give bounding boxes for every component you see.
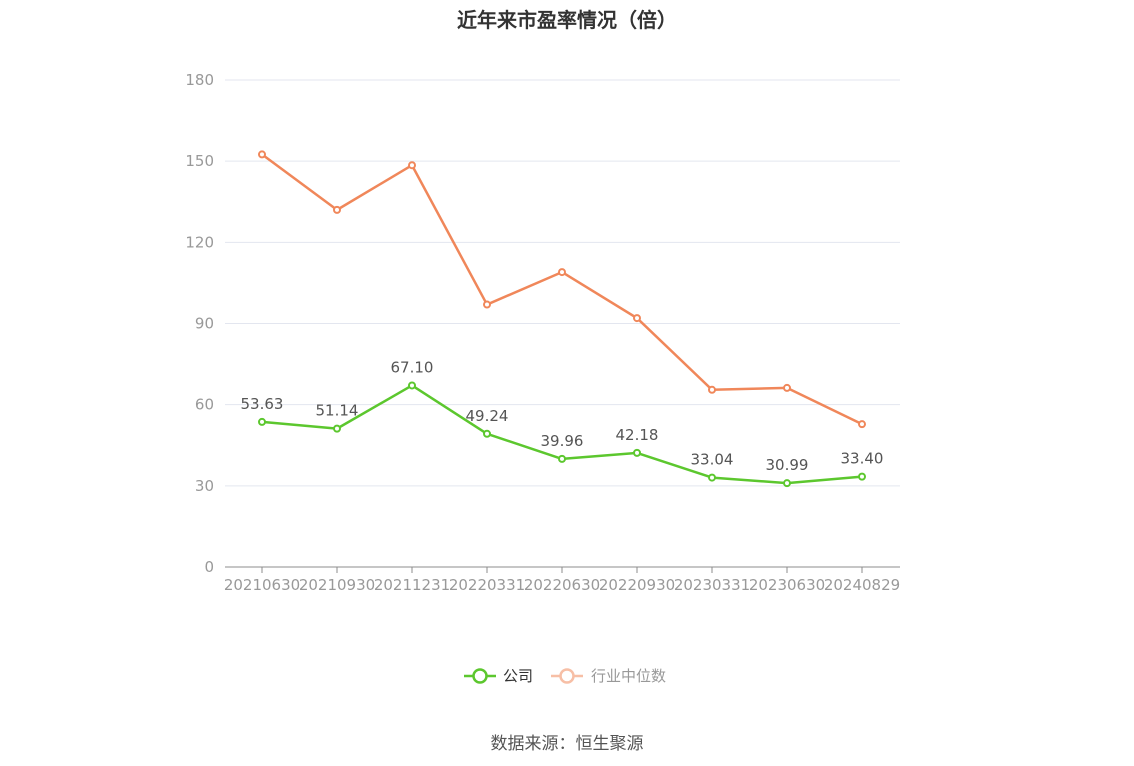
data-point xyxy=(333,205,341,214)
data-point xyxy=(633,448,641,457)
data-point xyxy=(633,314,641,323)
legend-label: 行业中位数 xyxy=(591,667,666,685)
data-label: 42.18 xyxy=(616,426,659,444)
data-label: 49.24 xyxy=(466,407,509,425)
data-label: 39.96 xyxy=(541,432,584,450)
data-label: 30.99 xyxy=(766,456,809,474)
data-point xyxy=(483,300,491,309)
x-tick-label: 20230630 xyxy=(749,576,825,594)
legend: 公司 行业中位数 xyxy=(464,667,666,685)
x-tick-label: 20211231 xyxy=(374,576,450,594)
x-axis: 2021063020210930202112312022033120220630… xyxy=(224,566,900,594)
x-tick-label: 20220331 xyxy=(449,576,525,594)
data-point xyxy=(783,479,791,488)
legend-label: 公司 xyxy=(503,667,533,685)
data-point xyxy=(258,417,266,426)
y-tick-label: 60 xyxy=(195,396,214,414)
data-label: 33.40 xyxy=(841,450,884,468)
data-point xyxy=(408,161,416,170)
data-point xyxy=(483,429,491,438)
series-line xyxy=(261,153,863,426)
x-tick-label: 20220930 xyxy=(599,576,675,594)
x-tick-label: 20210630 xyxy=(224,576,300,594)
data-point xyxy=(858,472,866,481)
legend-marker xyxy=(559,668,575,684)
y-tick-label: 30 xyxy=(195,477,214,495)
data-label: 67.10 xyxy=(391,358,434,376)
data-point xyxy=(858,420,866,429)
data-label: 53.63 xyxy=(241,395,284,413)
legend-marker xyxy=(472,668,488,684)
data-point xyxy=(558,454,566,463)
x-tick-label: 20220630 xyxy=(524,576,600,594)
grid-lines xyxy=(225,79,900,487)
y-axis-ticks: 0 30 60 90 120 150 180 xyxy=(185,71,214,576)
chart-title: 近年来市盈率情况（倍） xyxy=(457,8,677,32)
data-point xyxy=(333,424,341,433)
data-point xyxy=(708,473,716,482)
y-tick-label: 0 xyxy=(204,558,214,576)
y-tick-label: 90 xyxy=(195,315,214,333)
data-point xyxy=(558,268,566,277)
data-source: 数据来源：恒生聚源 xyxy=(490,734,644,754)
x-tick-label: 20210930 xyxy=(299,576,375,594)
series-lines: 53.63 51.14 67.10 49.24 39.96 42.18 33.04 30.99… xyxy=(241,150,884,488)
data-label: 51.14 xyxy=(316,402,359,420)
data-point xyxy=(258,150,266,159)
data-point xyxy=(783,383,791,392)
x-tick-label: 20240829 xyxy=(824,576,900,594)
data-point xyxy=(708,385,716,394)
y-tick-label: 180 xyxy=(185,71,214,89)
y-tick-label: 150 xyxy=(185,152,214,170)
data-label: 33.04 xyxy=(691,451,734,469)
data-point xyxy=(408,381,416,390)
x-tick-label: 20230331 xyxy=(674,576,750,594)
y-tick-label: 120 xyxy=(185,233,214,251)
